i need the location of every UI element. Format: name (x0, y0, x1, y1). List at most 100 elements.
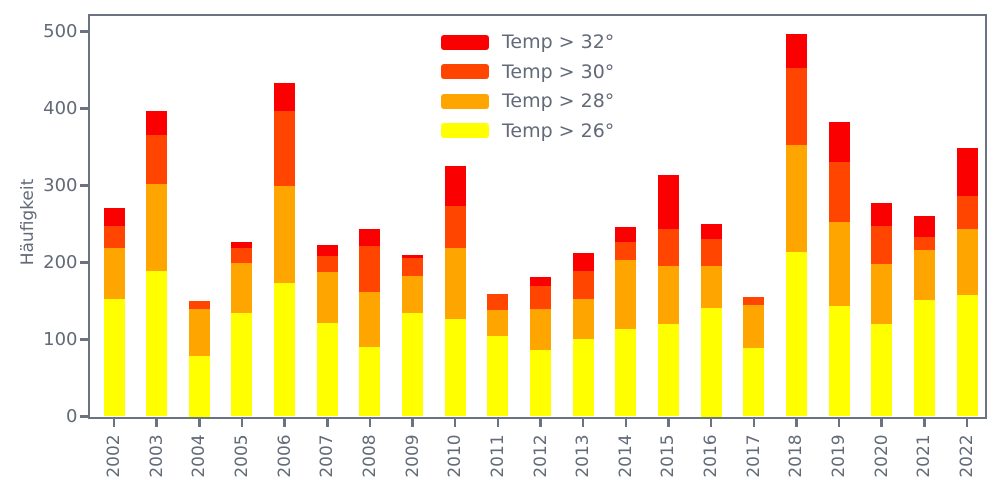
bar-segment-2014-26 (615, 329, 637, 417)
bar-segment-2012-26 (530, 350, 551, 417)
x-tick-label: 2011 (487, 434, 508, 478)
bar-segment-2013-30 (572, 270, 594, 300)
bar-stack-2005 (231, 241, 253, 417)
x-tick-mark (923, 419, 926, 427)
bar-segment-2007-32 (316, 244, 338, 257)
x-tick-mark (581, 419, 585, 427)
bar-segment-2012-30 (530, 286, 551, 309)
y-tick-label: 0 (66, 405, 78, 427)
bar-segment-2006-26 (274, 282, 296, 417)
bar-stack-2009 (402, 254, 424, 417)
bar-segment-2013-32 (572, 253, 594, 271)
bar-segment-2015-32 (657, 174, 679, 230)
y-tick-label: 500 (43, 20, 78, 42)
bar-segment-2019-32 (828, 121, 850, 163)
bar-segment-2021-30 (913, 237, 935, 251)
x-tick-label: 2003 (146, 434, 167, 478)
x-tick-label: 2007 (317, 434, 338, 478)
bar-segment-2017-30 (743, 297, 765, 305)
x-tick-mark (837, 419, 841, 427)
bar-stack-2013 (572, 253, 594, 417)
x-tick-mark (496, 419, 500, 427)
bar-segment-2022-26 (956, 294, 978, 417)
x-tick-label: 2020 (871, 434, 892, 478)
bar-segment-2002-28 (103, 247, 125, 299)
bar-segment-2008-32 (359, 229, 381, 247)
bar-segment-2022-32 (956, 147, 978, 197)
bar-segment-2002-32 (103, 207, 125, 226)
bar-segment-2021-28 (913, 250, 935, 301)
x-tick-mark (368, 419, 372, 427)
bar-segment-2019-26 (828, 305, 850, 417)
bar-stack-2014 (615, 227, 637, 417)
x-tick-label: 2021 (914, 434, 935, 478)
x-tick-label: 2012 (530, 434, 551, 478)
x-tick-label: 2016 (701, 434, 722, 478)
legend-swatch-icon (441, 123, 489, 139)
bar-segment-2012-32 (530, 277, 551, 287)
bar-stack-2018 (785, 33, 807, 417)
bar-segment-2021-26 (913, 300, 935, 417)
x-tick-label: 2004 (189, 434, 210, 478)
bar-segment-2018-30 (785, 67, 807, 146)
x-tick-mark (624, 419, 628, 427)
bar-segment-2010-30 (444, 205, 466, 248)
bar-segment-2021-32 (913, 215, 935, 238)
y-tick-mark (79, 261, 88, 264)
bar-stack-2010 (444, 165, 466, 417)
legend-item-30: Temp > 30° (441, 61, 614, 83)
x-tick-mark (240, 419, 244, 427)
bar-segment-2007-26 (316, 322, 338, 417)
x-tick-mark (709, 419, 713, 427)
y-tick-label: 300 (43, 174, 78, 196)
x-tick-label: 2005 (231, 434, 252, 478)
bar-segment-2018-32 (785, 33, 807, 68)
bar-stack-2020 (871, 203, 893, 417)
x-tick-label: 2017 (743, 434, 764, 478)
bar-segment-2018-28 (785, 145, 807, 253)
bar-stack-2012 (530, 277, 551, 417)
bar-segment-2005-30 (231, 247, 253, 263)
bar-segment-2019-30 (828, 162, 850, 223)
bar-segment-2009-32 (402, 254, 424, 258)
bar-segment-2003-32 (146, 110, 168, 135)
bar-segment-2014-30 (615, 242, 637, 261)
x-tick-label: 2018 (786, 434, 807, 478)
legend-label: Temp > 26° (502, 119, 615, 142)
bar-segment-2016-32 (700, 224, 722, 240)
axis-spine-bottom (87, 416, 987, 419)
x-tick-mark (198, 419, 201, 427)
bar-segment-2005-26 (231, 312, 253, 417)
x-tick-label: 2008 (359, 434, 380, 478)
bar-segment-2011-28 (487, 310, 509, 336)
bar-segment-2013-26 (572, 338, 594, 417)
x-tick-label: 2013 (573, 434, 594, 478)
bar-stack-2019 (828, 121, 850, 417)
x-tick-label: 2022 (957, 434, 977, 478)
axis-spine-left (87, 13, 90, 419)
x-tick-mark (155, 419, 158, 427)
bar-segment-2009-28 (402, 275, 424, 313)
x-tick-label: 2015 (658, 434, 679, 478)
x-tick-mark (283, 419, 286, 427)
bar-segment-2006-28 (274, 186, 296, 283)
bar-segment-2016-28 (700, 265, 722, 308)
x-tick-mark (453, 419, 457, 427)
bar-segment-2014-28 (615, 260, 637, 330)
bar-segment-2013-28 (572, 299, 594, 339)
bar-segment-2006-30 (274, 110, 296, 187)
bar-stack-2015 (657, 174, 679, 417)
axis-spine-right (984, 13, 987, 419)
bar-stack-2006 (274, 83, 296, 417)
bar-segment-2003-26 (146, 270, 168, 417)
bar-segment-2007-30 (316, 256, 338, 272)
axis-spine-top (87, 13, 987, 16)
bar-segment-2006-32 (274, 83, 296, 111)
bar-stack-2022 (956, 147, 978, 417)
bar-segment-2020-32 (871, 203, 893, 226)
bar-segment-2012-28 (530, 308, 551, 351)
y-tick-mark (79, 338, 88, 341)
bar-stack-2017 (743, 297, 765, 417)
bar-segment-2002-26 (103, 298, 125, 417)
bar-segment-2004-28 (188, 308, 210, 357)
